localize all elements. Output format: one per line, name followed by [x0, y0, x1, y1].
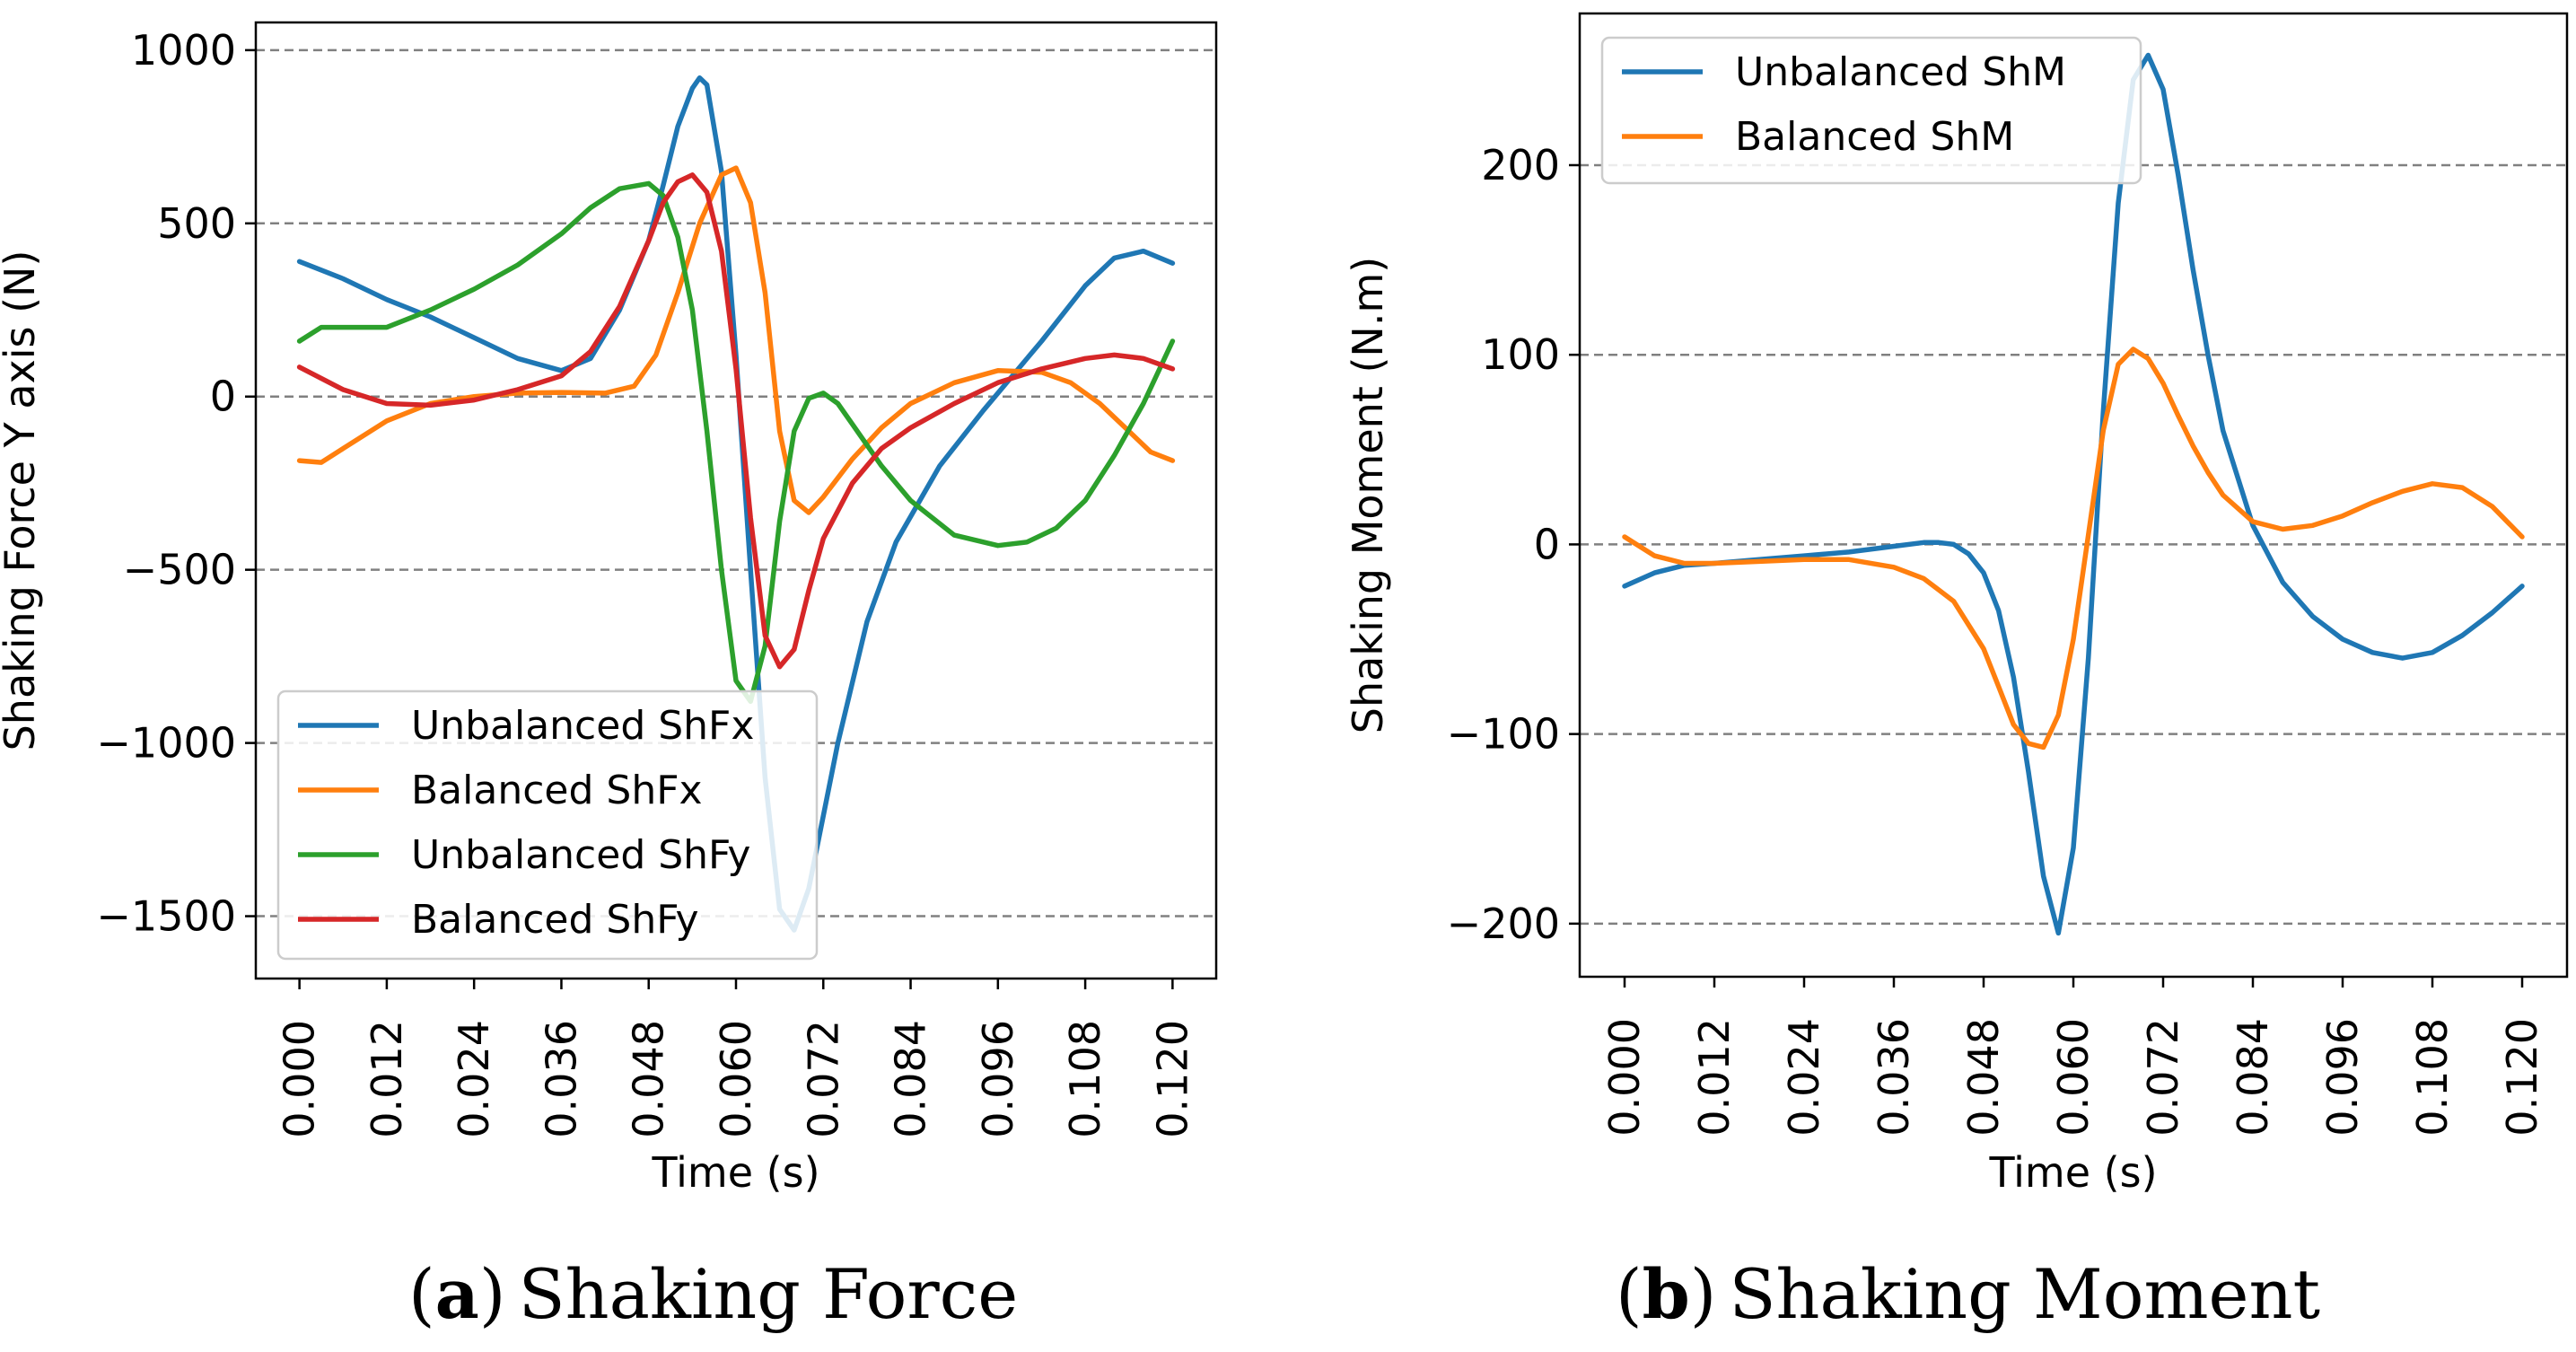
- x-tick-label: 0.012: [1690, 1018, 1739, 1137]
- caption-suffix: ): [1690, 1254, 1717, 1334]
- legend-label: Unbalanced ShFx: [411, 703, 754, 749]
- x-tick-label: 0.060: [2049, 1018, 2098, 1137]
- series-line-balanced-shfy: [296, 172, 1176, 670]
- y-tick-label: 0: [1534, 520, 1560, 568]
- legend-label: Balanced ShFy: [411, 897, 699, 943]
- x-tick-label: 0.120: [2498, 1018, 2546, 1137]
- x-tick-label: 0.036: [1870, 1018, 1918, 1137]
- x-tick-label: 0.084: [887, 1020, 935, 1138]
- legend-box: [276, 689, 819, 961]
- y-tick-label: 500: [157, 199, 236, 248]
- y-tick-label: 0: [210, 373, 236, 421]
- x-tick-label: 0.096: [974, 1020, 1022, 1138]
- chart-shaking-force: 1000 500 0 −500 −1000 −1500 0.000 0.012 0.024 0.0…: [0, 21, 1218, 1334]
- legend-label: Unbalanced ShM: [1735, 49, 2066, 95]
- caption-text: Shaking Moment: [1729, 1254, 2320, 1334]
- y-tick-label: −200: [1447, 900, 1560, 948]
- x-tick-label: 0.060: [712, 1020, 760, 1138]
- x-tick-label: 0.072: [2139, 1018, 2187, 1137]
- y-tick-label: −500: [123, 546, 236, 594]
- x-tick-label: 0.036: [537, 1020, 585, 1138]
- caption-prefix: (: [408, 1254, 435, 1334]
- y-tick-label: 200: [1481, 141, 1560, 189]
- x-tick-label: 0.048: [1959, 1018, 2008, 1137]
- legend-box: [1600, 36, 2142, 185]
- x-tick-label: 0.048: [625, 1020, 673, 1138]
- x-tick-label: 0.024: [450, 1020, 498, 1138]
- x-tick-label: 0.120: [1148, 1020, 1196, 1138]
- y-axis-label: Shaking Force Y axis (N): [0, 250, 44, 751]
- x-tick-label: 0.072: [799, 1020, 847, 1138]
- caption-letter: b: [1643, 1254, 1690, 1334]
- caption-text: Shaking Force: [519, 1254, 1019, 1334]
- legend-label: Balanced ShFx: [411, 768, 703, 813]
- legend-label: Unbalanced ShFy: [411, 832, 750, 878]
- y-tick-label: 100: [1481, 330, 1560, 379]
- figure-caption: (b) Shaking Moment: [1616, 1254, 2320, 1334]
- x-tick-label: 0.012: [363, 1020, 411, 1138]
- chart-shaking-moment: 200 100 0 −100 −200 0.000 0.012 0.024 0.036 0.048…: [1344, 12, 2569, 1334]
- caption-prefix: (: [1616, 1254, 1643, 1334]
- y-axis-label: Shaking Moment (N.m): [1344, 257, 1392, 733]
- y-tick-label: −1500: [96, 892, 236, 941]
- y-tick-label: −100: [1447, 710, 1560, 759]
- x-axis-label: Time (s): [651, 1148, 819, 1197]
- x-tick-label: 0.108: [1061, 1020, 1109, 1138]
- caption-letter: a: [435, 1254, 479, 1334]
- x-tick-label: 0.024: [1780, 1018, 1828, 1137]
- x-tick-label: 0.000: [1600, 1018, 1649, 1137]
- x-tick-label: 0.096: [2318, 1018, 2367, 1137]
- legend-label: Balanced ShM: [1735, 114, 2014, 160]
- y-tick-label: 1000: [131, 26, 236, 75]
- figure-caption: (a) Shaking Force: [408, 1254, 1018, 1334]
- series-line-balanced-shm: [1622, 347, 2525, 751]
- x-tick-label: 0.000: [276, 1020, 324, 1138]
- series-line-unbalanced-shm: [1622, 52, 2525, 936]
- x-axis-label: Time (s): [1988, 1148, 2157, 1197]
- x-tick-label: 0.084: [2229, 1018, 2277, 1137]
- x-tick-label: 0.108: [2408, 1018, 2457, 1137]
- y-tick-label: −1000: [96, 719, 236, 768]
- series-line-unbalanced-shfy: [296, 180, 1176, 705]
- caption-suffix: ): [479, 1254, 506, 1334]
